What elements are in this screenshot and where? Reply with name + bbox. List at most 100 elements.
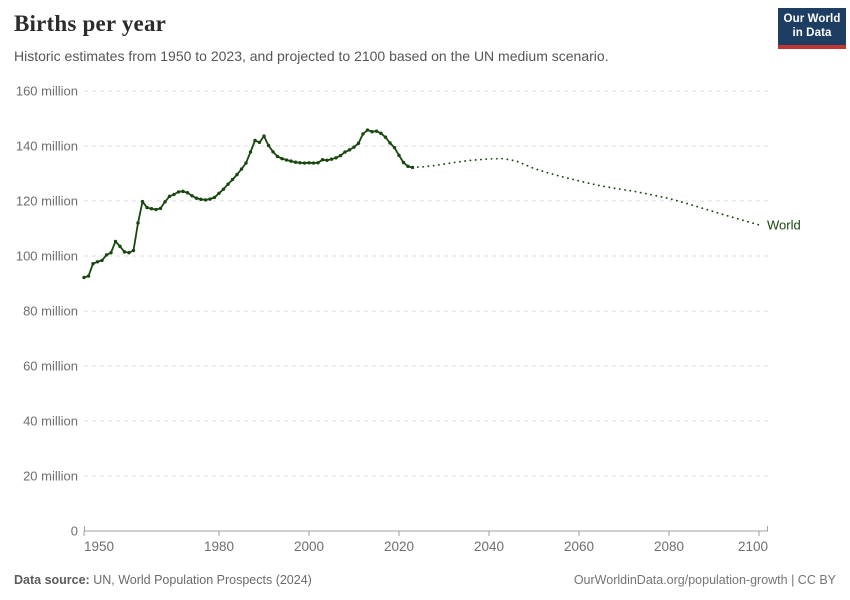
data-point-marker — [370, 130, 374, 134]
data-point-marker — [212, 195, 217, 200]
data-point-marker — [275, 154, 280, 159]
y-tick-label: 0 — [71, 524, 78, 539]
x-tick-label: 1950 — [84, 539, 114, 554]
data-point-marker — [338, 153, 343, 158]
owid-logo[interactable]: Our World in Data — [778, 8, 846, 49]
data-point-marker — [194, 196, 199, 200]
data-point-marker — [361, 132, 365, 136]
world-series-end-label: World — [767, 217, 801, 232]
data-point-marker — [172, 192, 176, 197]
y-tick-label: 80 million — [23, 304, 78, 319]
data-point-marker — [82, 275, 86, 280]
data-point-marker — [145, 205, 149, 210]
data-point-marker — [86, 274, 91, 278]
y-tick-label: 60 million — [23, 359, 78, 374]
projection-line — [411, 157, 760, 226]
data-point-marker — [176, 190, 181, 194]
x-tick-label: 2060 — [564, 539, 594, 554]
data-point-marker — [221, 187, 226, 191]
data-point-marker — [199, 197, 203, 202]
y-tick-label: 20 million — [23, 469, 78, 484]
data-point-marker — [122, 250, 127, 254]
data-point-marker — [307, 161, 311, 165]
data-point-marker — [284, 158, 289, 162]
x-tick-label: 2100 — [738, 539, 768, 554]
y-tick-label: 140 million — [16, 139, 78, 154]
data-point-marker — [235, 172, 239, 177]
data-point-marker — [154, 207, 158, 212]
data-point-marker — [316, 161, 320, 165]
data-point-marker — [320, 158, 325, 162]
x-tick-label: 2000 — [294, 539, 324, 554]
y-tick-label: 40 million — [23, 414, 78, 429]
data-point-marker — [329, 157, 334, 161]
x-tick-label: 2020 — [384, 539, 414, 554]
data-source-note: Data source: UN, World Population Prospe… — [14, 573, 312, 587]
data-point-marker — [127, 251, 131, 255]
chart-header: Births per year Historic estimates from … — [14, 10, 754, 65]
y-tick-label: 120 million — [16, 194, 78, 209]
data-point-marker — [262, 134, 266, 138]
data-point-marker — [289, 159, 293, 163]
data-point-marker — [95, 260, 100, 264]
data-point-marker — [167, 194, 172, 199]
data-point-marker — [334, 156, 338, 160]
data-point-marker — [248, 150, 253, 154]
footer-link[interactable]: OurWorldinData.org/population-growth | C… — [573, 573, 836, 587]
historic-line — [83, 129, 414, 279]
data-point-marker — [104, 253, 109, 257]
data-point-marker — [271, 150, 275, 154]
data-point-marker — [208, 197, 212, 201]
data-point-marker — [163, 200, 167, 204]
data-point-marker — [109, 251, 113, 255]
data-point-marker — [149, 207, 154, 211]
data-point-marker — [158, 206, 163, 211]
data-point-marker — [185, 191, 190, 195]
x-tick-label: 2040 — [474, 539, 504, 554]
data-source-text: UN, World Population Prospects (2024) — [89, 573, 312, 587]
data-point-marker — [401, 160, 406, 165]
data-source-label: Data source: — [14, 573, 90, 587]
data-point-marker — [230, 177, 235, 182]
chart-subtitle: Historic estimates from 1950 to 2023, an… — [14, 47, 609, 64]
data-point-marker — [91, 262, 95, 266]
data-point-marker — [140, 199, 145, 204]
data-point-marker — [379, 131, 383, 136]
data-point-marker — [100, 258, 104, 263]
data-point-marker — [352, 145, 356, 149]
data-point-marker — [280, 156, 284, 161]
data-point-marker — [298, 161, 302, 165]
data-point-marker — [356, 141, 361, 145]
data-point-marker — [302, 161, 307, 165]
data-point-marker — [343, 150, 347, 154]
data-point-marker — [203, 198, 208, 202]
data-point-marker — [181, 189, 185, 194]
data-point-marker — [244, 161, 248, 165]
data-point-marker — [392, 145, 397, 150]
data-point-marker — [325, 158, 329, 162]
data-point-marker — [406, 164, 410, 169]
data-point-marker — [118, 244, 122, 249]
owid-logo-line1: Our World — [783, 13, 841, 26]
data-point-marker — [113, 239, 118, 244]
data-point-marker — [257, 140, 262, 145]
data-point-marker — [190, 194, 194, 198]
data-point-marker — [266, 143, 271, 148]
data-point-marker — [347, 148, 352, 152]
x-tick-label: 2080 — [654, 539, 684, 554]
chart-footer: Data source: UN, World Population Prospe… — [14, 573, 836, 587]
data-point-marker — [383, 135, 388, 139]
data-point-marker — [253, 138, 257, 143]
data-point-marker — [365, 128, 370, 132]
y-tick-label: 160 million — [16, 84, 78, 99]
owid-logo-line2: in Data — [792, 26, 832, 39]
data-point-marker — [311, 161, 316, 165]
data-point-marker — [217, 191, 221, 195]
data-point-marker — [226, 182, 230, 186]
data-point-marker — [374, 129, 379, 133]
data-point-marker — [136, 221, 140, 225]
data-point-marker — [239, 167, 244, 171]
data-point-marker — [131, 248, 136, 253]
